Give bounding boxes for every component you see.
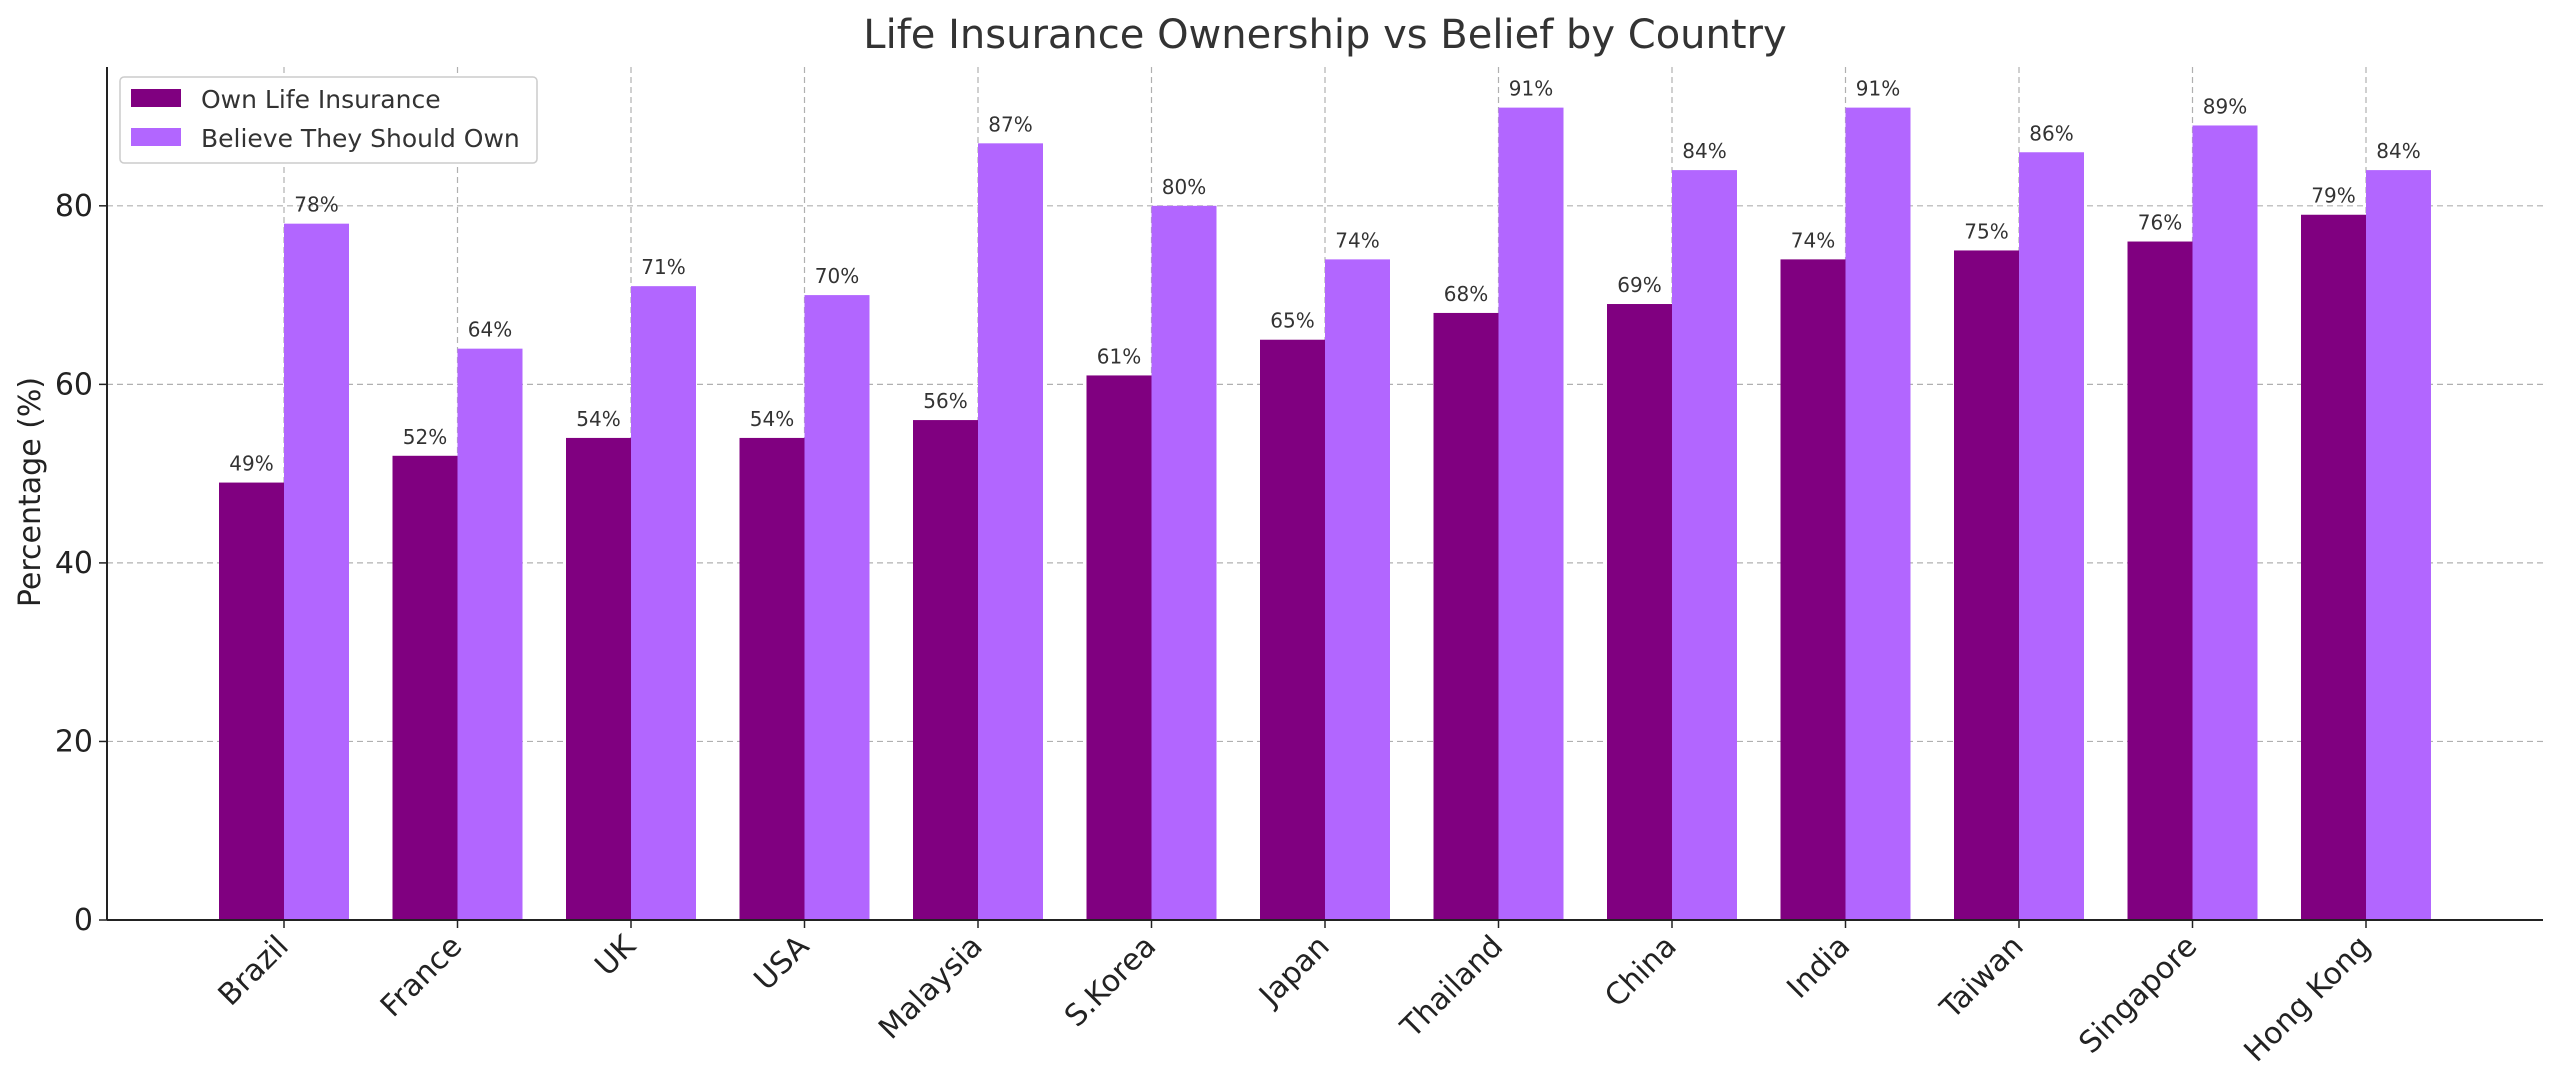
bar-believe-they-should-own-singapore [2192, 125, 2258, 920]
x-tick-label-thailand: Thailand [1394, 929, 1511, 1046]
bar-own-life-insurance-hong-kong [2301, 214, 2366, 920]
data-label-own-life-insurance-france: 52% [403, 425, 447, 449]
x-tick-label-malaysia: Malaysia [872, 929, 989, 1046]
bar-believe-they-should-own-india [1845, 107, 1911, 921]
x-tick-label-uk: UK [588, 928, 643, 983]
data-label-own-life-insurance-brazil: 49% [229, 452, 273, 476]
legend-label-own: Own Life Insurance [201, 85, 441, 114]
x-tick-label-france: France [374, 929, 469, 1024]
bar-believe-they-should-own-taiwan [2019, 152, 2084, 920]
data-label-believe-they-should-own-brazil: 78% [294, 193, 338, 217]
legend-swatch-believe [131, 128, 181, 146]
bar-own-life-insurance-usa [739, 437, 805, 920]
data-label-own-life-insurance-usa: 54% [750, 407, 794, 431]
bar-own-life-insurance-brazil [219, 482, 284, 920]
data-labels: 49% 52% 54% 54% 56% 61% 65% 68% 69% 74% 75% 76% 79% 7… [229, 77, 2420, 476]
data-label-believe-they-should-own-usa: 70% [815, 264, 859, 288]
bar-believe-they-should-own-hong-kong [2366, 170, 2431, 921]
data-label-believe-they-should-own-thailand: 91% [1509, 77, 1553, 101]
bar-believe-they-should-own-japan [1325, 259, 1390, 920]
data-label-own-life-insurance-hong-kong: 79% [2311, 184, 2355, 208]
data-label-believe-they-should-own-india: 91% [1856, 77, 1900, 101]
bar-own-life-insurance-malaysia [913, 420, 978, 920]
bar-believe-they-should-own-brazil [284, 223, 349, 920]
y-tick-label: 0 [74, 903, 93, 938]
x-tick-label-usa: USA [748, 929, 817, 998]
data-label-own-life-insurance-india: 74% [1791, 228, 1835, 252]
x-tick-label-japan: Japan [1251, 929, 1336, 1014]
data-label-own-life-insurance-taiwan: 75% [1964, 219, 2008, 243]
y-tick-label: 20 [55, 724, 93, 759]
data-label-believe-they-should-own-china: 84% [1682, 139, 1726, 163]
data-label-believe-they-should-own-malaysia: 87% [988, 112, 1032, 136]
data-label-own-life-insurance-uk: 54% [576, 407, 620, 431]
y-tick-label: 60 [55, 367, 93, 402]
bar-believe-they-should-own-malaysia [978, 143, 1043, 920]
y-tick-label: 80 [55, 189, 93, 224]
bar-believe-they-should-own-china [1672, 170, 1737, 921]
bar-own-life-insurance-china [1607, 304, 1672, 921]
data-label-own-life-insurance-japan: 65% [1270, 309, 1314, 333]
x-tick-label-singapore: Singapore [2072, 929, 2204, 1061]
y-axis-label: Percentage (%) [13, 377, 48, 607]
data-label-believe-they-should-own-france: 64% [468, 318, 512, 342]
data-label-own-life-insurance-thailand: 68% [1444, 282, 1488, 306]
bar-own-life-insurance-india [1780, 259, 1846, 920]
data-label-believe-they-should-own-uk: 71% [641, 255, 685, 279]
x-tick-label-brazil: Brazil [212, 929, 296, 1013]
legend-swatch-own [131, 89, 181, 107]
x-tick-label-india: India [1780, 929, 1857, 1006]
x-tick-label-hong-kong: Hong Kong [2238, 929, 2378, 1069]
bar-believe-they-should-own-thailand [1498, 107, 1564, 921]
bar-own-life-insurance-s-korea [1086, 375, 1152, 920]
bar-believe-they-should-own-france [457, 348, 523, 920]
legend-label-believe: Believe They Should Own [201, 124, 520, 153]
legend: Own Life Insurance Believe They Should O… [119, 76, 538, 164]
bars [219, 107, 2431, 921]
bar-believe-they-should-own-usa [804, 295, 870, 921]
chart-title: Life Insurance Ownership vs Belief by Co… [863, 12, 1786, 58]
data-label-believe-they-should-own-s-korea: 80% [1162, 175, 1206, 199]
x-tick-label-taiwan: Taiwan [1933, 929, 2031, 1027]
data-label-own-life-insurance-china: 69% [1617, 273, 1661, 297]
bar-own-life-insurance-thailand [1433, 312, 1499, 920]
bar-own-life-insurance-japan [1260, 339, 1325, 920]
bar-own-life-insurance-uk [566, 437, 631, 920]
legend-frame [119, 76, 538, 164]
bar-own-life-insurance-singapore [2127, 241, 2193, 920]
data-label-own-life-insurance-malaysia: 56% [923, 389, 967, 413]
data-label-believe-they-should-own-singapore: 89% [2203, 94, 2247, 118]
data-label-believe-they-should-own-hong-kong: 84% [2376, 139, 2420, 163]
y-tick-label: 40 [55, 546, 93, 581]
x-tick-label-s-korea: S.Korea [1058, 929, 1163, 1034]
data-label-believe-they-should-own-taiwan: 86% [2029, 121, 2073, 145]
x-tick-label-china: China [1598, 929, 1683, 1014]
data-label-believe-they-should-own-japan: 74% [1335, 228, 1379, 252]
data-label-own-life-insurance-s-korea: 61% [1097, 344, 1141, 368]
bar-own-life-insurance-taiwan [1954, 250, 2019, 920]
data-label-own-life-insurance-singapore: 76% [2138, 211, 2182, 235]
bar-believe-they-should-own-uk [631, 286, 696, 920]
bar-believe-they-should-own-s-korea [1151, 205, 1217, 920]
bar-own-life-insurance-france [392, 455, 458, 920]
